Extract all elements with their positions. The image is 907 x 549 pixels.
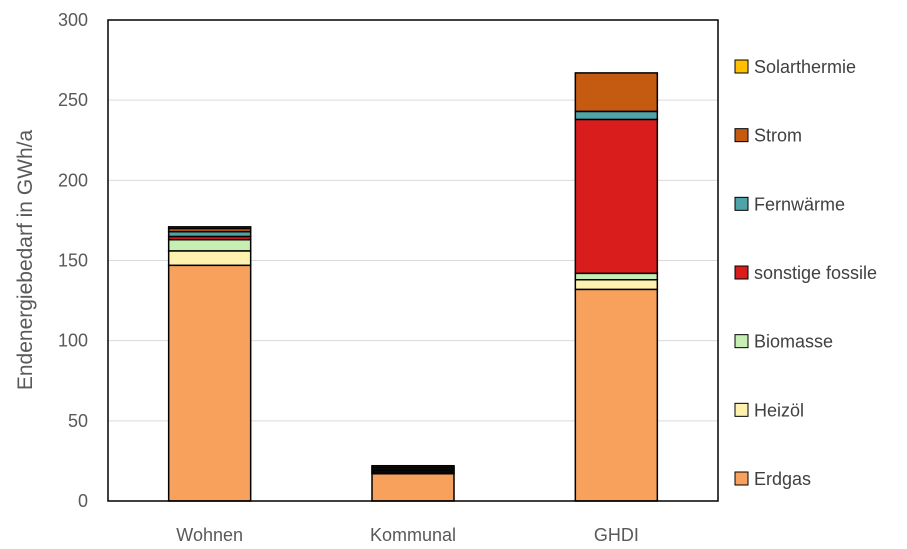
legend-label: sonstige fossile [754,263,877,283]
legend-swatch [734,402,749,417]
y-tick-label: 200 [58,170,88,190]
legend-label: Erdgas [754,469,811,489]
y-tick-label: 100 [58,331,88,351]
x-category-label: Wohnen [176,525,243,545]
y-tick-label: 0 [78,491,88,511]
bars [167,72,659,502]
y-tick-label: 300 [58,10,88,30]
y-axis-label: Endenergiebedarf in GWh/a [14,130,37,391]
legend-swatch [734,334,749,349]
legend-label: Solarthermie [754,57,856,77]
legend-label: Heizöl [754,400,804,420]
bar-segment-biomasse [574,272,659,281]
bar-segment-biomasse [167,238,252,252]
bar-segment-strom [371,464,455,469]
bar-segment-fernwärme [574,110,659,121]
legend-label: Biomasse [754,332,833,352]
legend-label: Fernwärme [754,194,845,214]
bar-segment-heizöl [167,250,252,267]
legend-swatch [734,471,749,486]
legend-swatch [734,59,749,74]
bar-segment-solarthermie [167,226,252,230]
legend-swatch [734,196,749,211]
y-axis-ticks: 0 50 100 150 200 250 300 [58,10,88,511]
bar-segment-strom [574,72,659,113]
x-category-label: Kommunal [370,525,456,545]
x-category-label: GHDI [594,525,639,545]
bar-segment-erdgas [371,472,455,502]
y-tick-label: 250 [58,90,88,110]
x-axis-categories: Wohnen Kommunal GHDI [176,525,639,545]
bar-segment-heizöl [574,278,659,291]
y-tick-label: 50 [68,411,88,431]
bar-segment-sonstige-fossile [574,118,659,275]
bar-segment-erdgas [167,264,252,502]
bar-segment-erdgas [574,288,659,502]
legend-swatch [734,265,749,280]
legend-swatch [734,128,749,143]
legend: Solarthermie Strom Fernwärme sonstige fossi… [734,57,877,489]
y-tick-label: 150 [58,251,88,271]
legend-label: Strom [754,126,802,146]
plot-area-frame [107,19,719,502]
